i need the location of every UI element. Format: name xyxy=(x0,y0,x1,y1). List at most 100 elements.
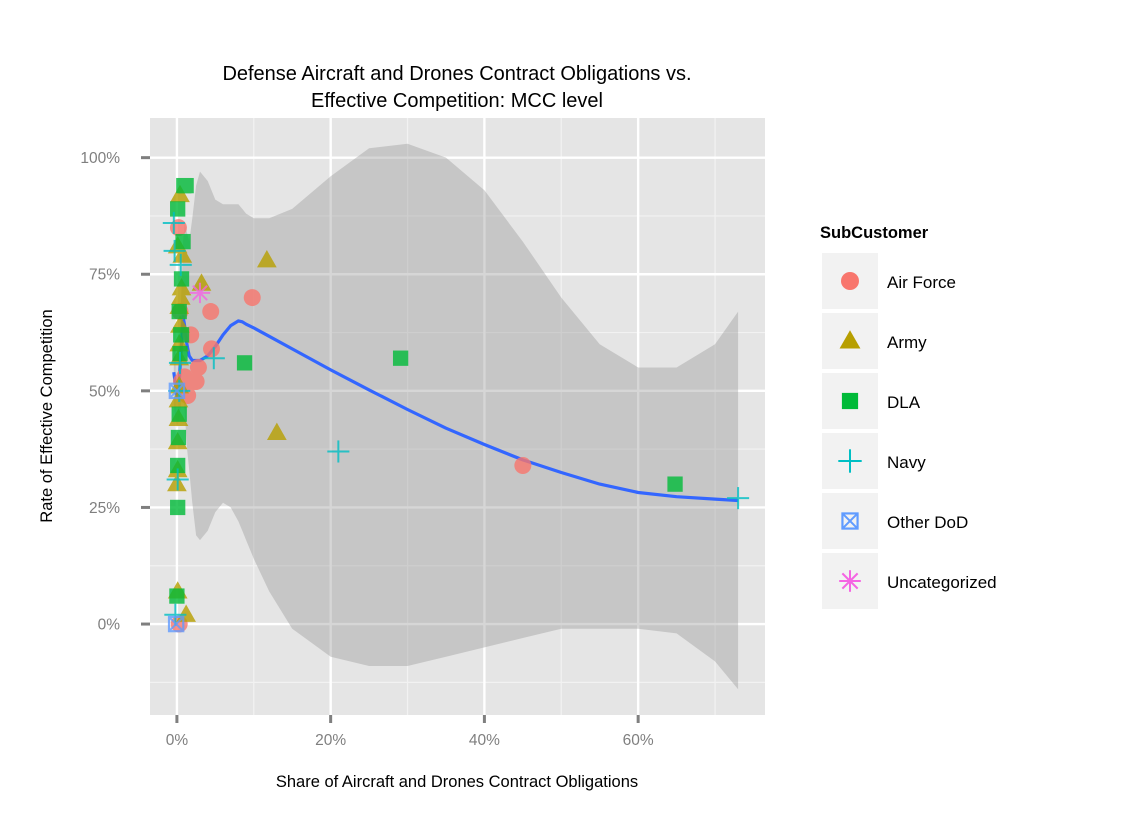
marker-square xyxy=(173,271,190,287)
point-dla xyxy=(178,177,194,194)
point-dla xyxy=(169,588,185,604)
point-dla xyxy=(171,303,187,320)
point-navy xyxy=(168,351,192,374)
point-air-force xyxy=(243,289,261,307)
point-navy xyxy=(163,239,186,262)
marker-square xyxy=(175,233,191,250)
legend-label-uncategorized: Uncategorized xyxy=(887,573,997,592)
point-army xyxy=(171,278,192,296)
series-uncategorized xyxy=(189,282,211,304)
legend-item-other-dod: Other DoD xyxy=(822,493,968,549)
y-axis: 0% 25% 50% 75% 100% xyxy=(80,150,150,634)
y-tick-label: 100% xyxy=(80,150,120,167)
marker-triangle xyxy=(172,245,193,263)
chart-title-line-1: Defense Aircraft and Drones Contract Obl… xyxy=(222,63,691,85)
point-army xyxy=(266,422,287,440)
y-tick-label: 0% xyxy=(98,617,121,634)
marker-square xyxy=(178,177,194,194)
marker-square xyxy=(841,392,859,410)
y-tick-label: 50% xyxy=(89,383,120,400)
x-axis-label: Share of Aircraft and Drones Contract Ob… xyxy=(276,773,638,791)
marker-triangle xyxy=(839,330,861,349)
grid-minor xyxy=(150,118,765,715)
data-points xyxy=(162,177,750,633)
legend-items: Air Force Army DLA Navy Other DoD Uncategoriz… xyxy=(822,253,997,609)
x-tick-label: 20% xyxy=(315,732,346,749)
point-navy xyxy=(169,253,192,276)
point-dla xyxy=(170,429,187,446)
marker-square-x-box xyxy=(841,512,859,530)
marker-square-x-box xyxy=(168,382,186,400)
point-dla xyxy=(175,233,191,250)
series-navy xyxy=(162,211,750,626)
point-dla xyxy=(170,201,186,217)
point-army xyxy=(170,287,191,305)
marker-square xyxy=(170,499,186,516)
legend-key-uncategorized xyxy=(839,570,861,592)
marker-square-x-diag2 xyxy=(169,383,185,399)
y-tick-label: 75% xyxy=(89,267,120,284)
marker-circle xyxy=(514,456,532,474)
point-dla xyxy=(170,457,186,474)
point-navy xyxy=(202,347,225,370)
legend-label-air-force: Air Force xyxy=(887,273,956,292)
point-dla xyxy=(667,476,683,492)
marker-square xyxy=(169,588,185,604)
legend-key-air-force xyxy=(841,272,859,290)
legend-item-navy: Navy xyxy=(822,433,926,489)
marker-square-x-diag2 xyxy=(841,512,859,530)
plot-panel xyxy=(150,118,765,715)
marker-circle xyxy=(841,272,859,290)
legend-label-navy: Navy xyxy=(887,453,926,472)
marker-circle xyxy=(187,373,205,391)
marker-circle xyxy=(169,219,187,237)
legend: SubCustomer Air Force Army DLA Navy Other Do… xyxy=(820,224,997,609)
point-dla xyxy=(392,350,409,366)
marker-triangle xyxy=(256,250,277,268)
confidence-band xyxy=(173,143,739,690)
legend-key-dla xyxy=(841,392,859,410)
point-air-force xyxy=(203,340,220,358)
point-air-force xyxy=(202,303,220,321)
point-other-dod xyxy=(167,615,185,633)
point-air-force xyxy=(187,373,205,391)
legend-label-other-dod: Other DoD xyxy=(887,513,968,532)
legend-label-dla: DLA xyxy=(887,393,921,412)
legend-key-navy xyxy=(838,449,862,473)
confidence-band-area xyxy=(173,143,739,690)
point-navy xyxy=(162,211,185,234)
legend-title: SubCustomer xyxy=(820,224,929,242)
y-axis-label: Rate of Effective Competition xyxy=(38,309,56,522)
marker-square xyxy=(170,201,186,217)
marker-square-x-diag2 xyxy=(168,616,184,632)
marker-square xyxy=(171,303,187,320)
x-tick-label: 0% xyxy=(166,732,189,749)
series-other-dod xyxy=(167,382,186,633)
marker-triangle xyxy=(171,278,192,296)
point-air-force xyxy=(514,456,532,474)
point-dla xyxy=(173,271,190,287)
marker-triangle xyxy=(266,422,287,440)
point-army xyxy=(256,250,277,268)
marker-square xyxy=(236,355,253,371)
marker-asterisk-stroke xyxy=(192,284,208,301)
point-navy xyxy=(727,487,750,510)
marker-square xyxy=(173,327,190,343)
legend-item-army: Army xyxy=(822,313,927,369)
point-navy xyxy=(327,440,350,463)
marker-circle xyxy=(189,359,207,377)
marker-circle xyxy=(243,289,261,307)
marker-circle xyxy=(202,303,220,321)
point-air-force xyxy=(169,219,187,237)
marker-circle xyxy=(203,340,220,358)
marker-square xyxy=(171,406,187,422)
legend-key-army xyxy=(839,330,861,349)
marker-square xyxy=(667,476,683,492)
point-dla xyxy=(171,406,187,422)
point-dla xyxy=(170,499,186,516)
marker-triangle xyxy=(170,184,190,203)
marker-square xyxy=(170,457,186,474)
point-air-force xyxy=(189,359,207,377)
point-dla xyxy=(236,355,253,371)
